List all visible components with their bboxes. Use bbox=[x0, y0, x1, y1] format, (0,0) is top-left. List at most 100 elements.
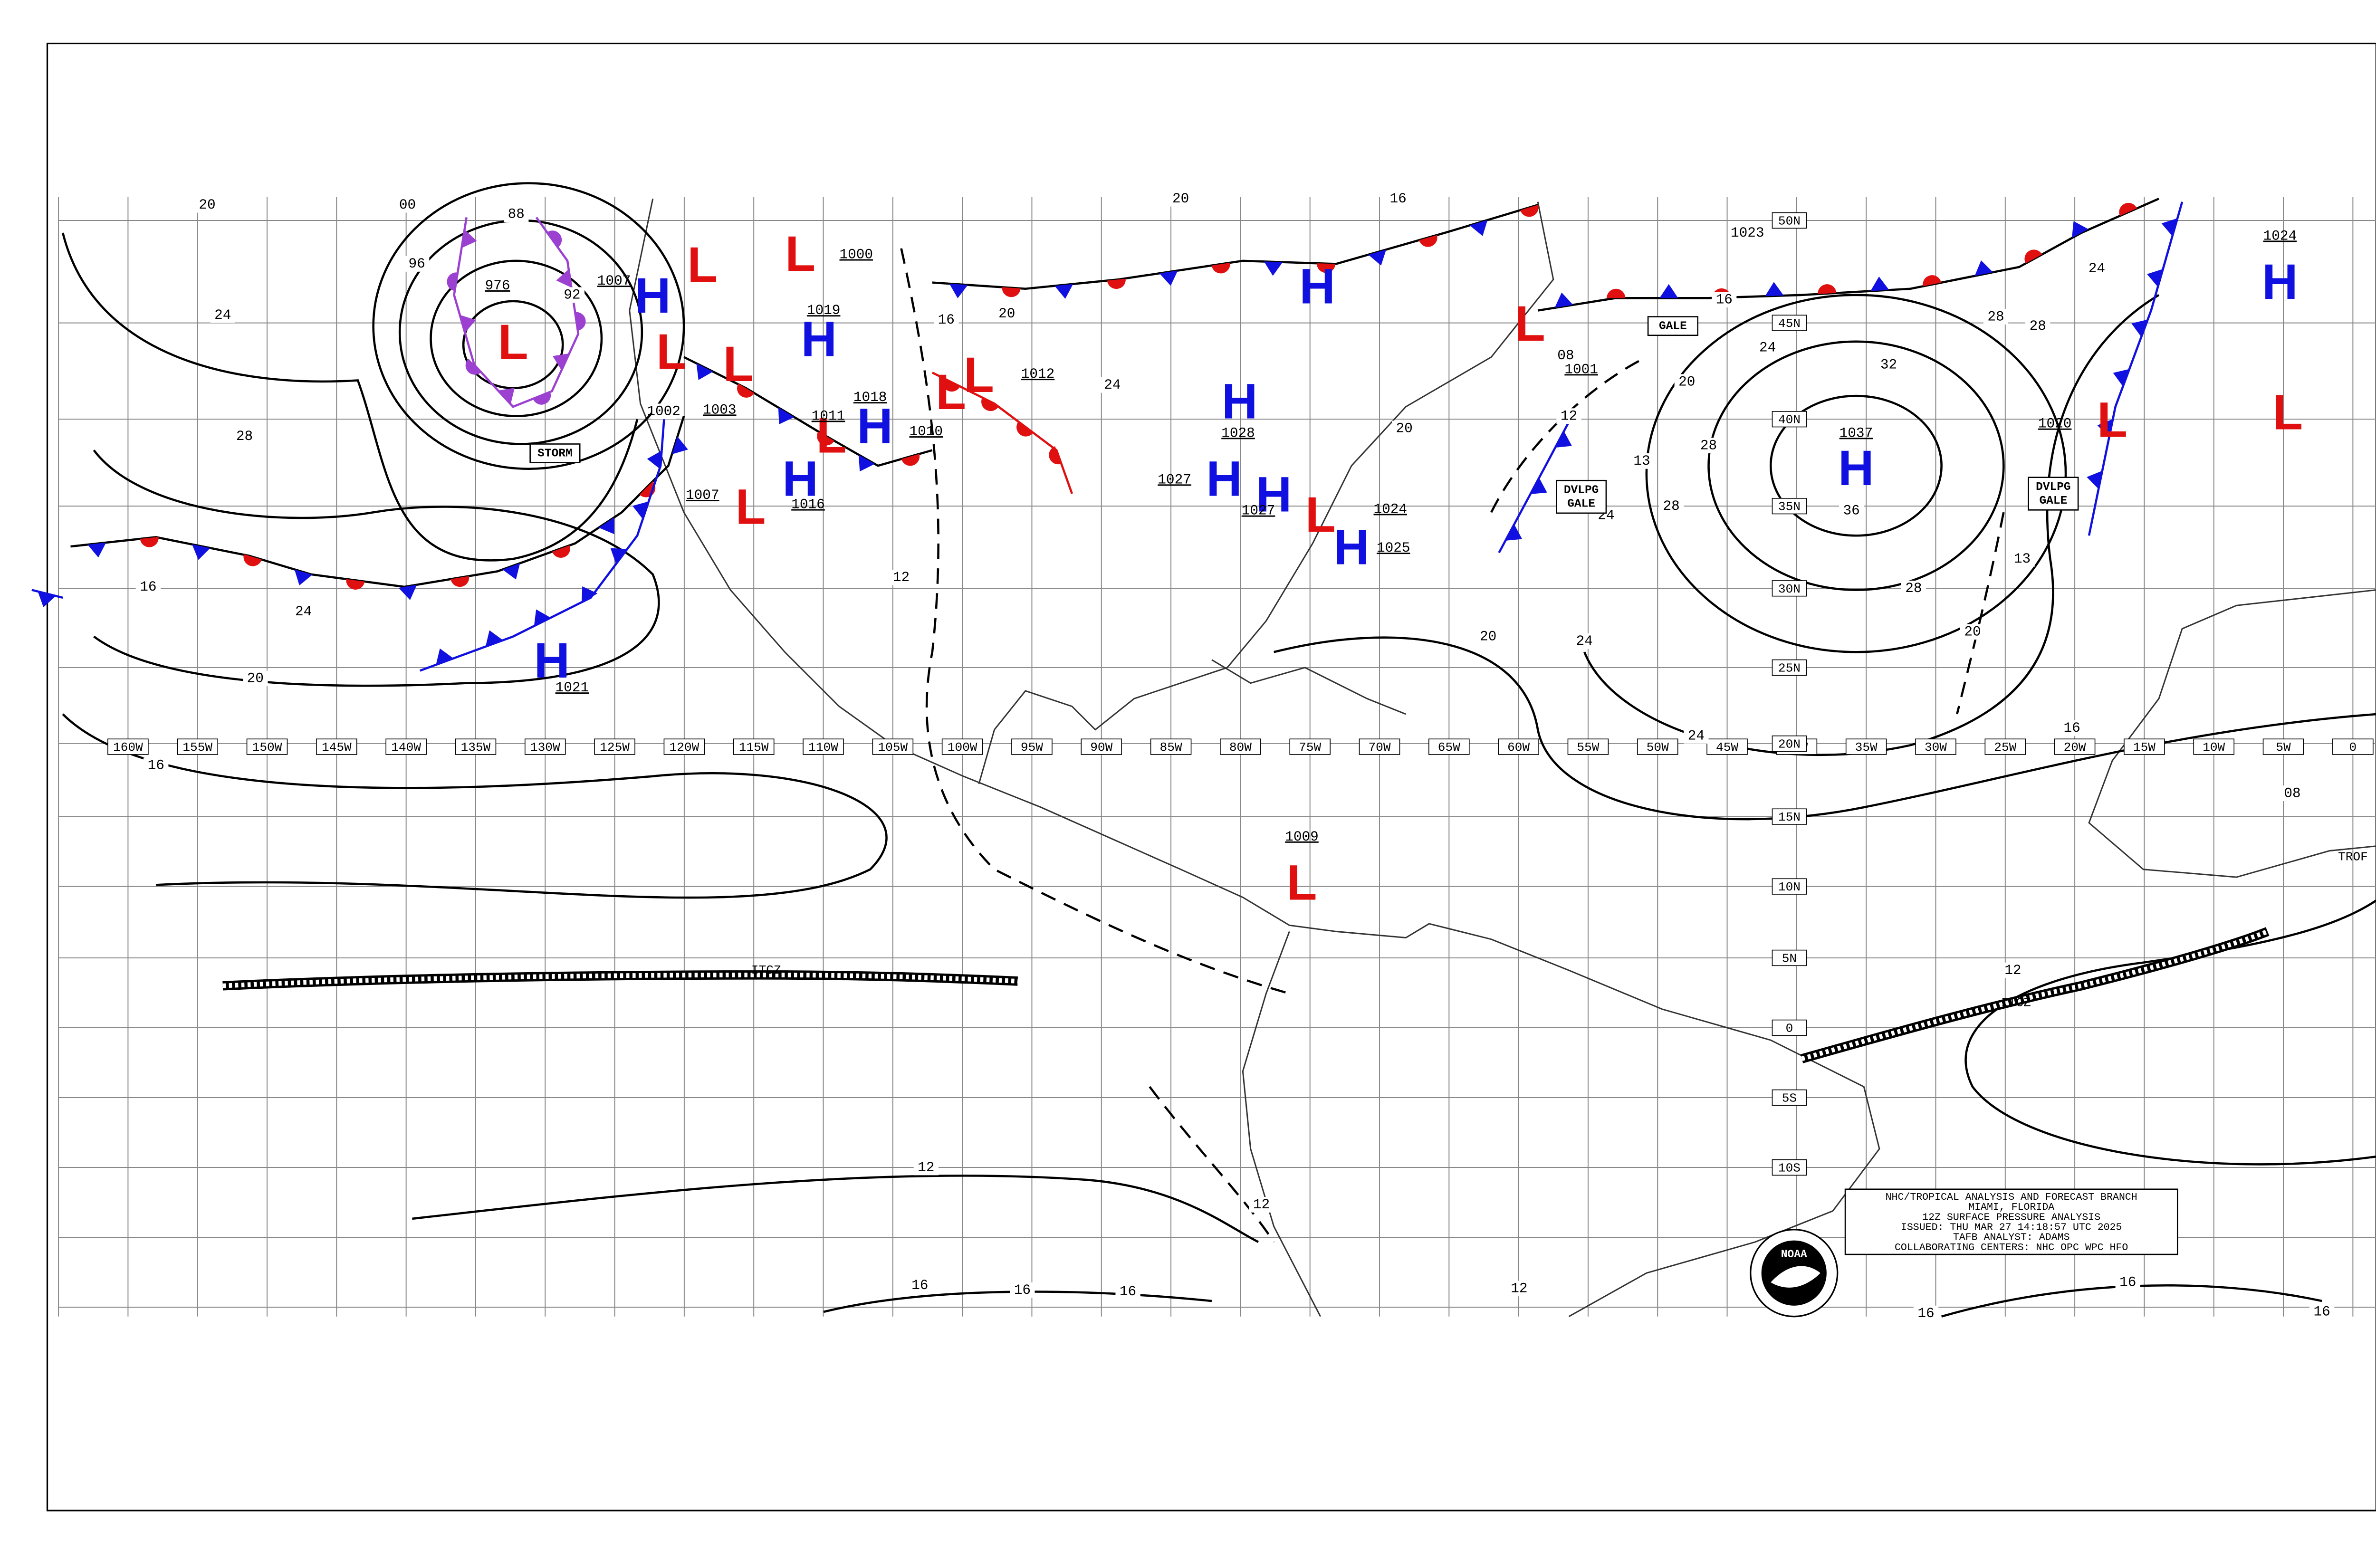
cold-front-pip bbox=[1159, 270, 1178, 286]
lon-label: 80W bbox=[1229, 740, 1252, 755]
cold-front-pip bbox=[461, 229, 477, 248]
isobar-label: 12 bbox=[918, 1160, 934, 1176]
isobar-label: 28 bbox=[2030, 318, 2046, 334]
central-pressure: 1019 bbox=[807, 303, 841, 318]
isobar-label: 32 bbox=[1880, 357, 1897, 373]
warm-front-pip bbox=[1002, 287, 1021, 297]
cold-front-pip bbox=[2131, 319, 2148, 337]
trough bbox=[1149, 1086, 1275, 1243]
isobar-label-bg bbox=[2059, 720, 2085, 736]
central-pressure: 1007 bbox=[686, 488, 719, 503]
cold-front-pip bbox=[2097, 419, 2113, 438]
lon-label-box bbox=[1915, 738, 1956, 755]
isobar-label: 08 bbox=[1557, 348, 1574, 363]
lon-label-box bbox=[1011, 738, 1053, 755]
warm-front-pip bbox=[552, 545, 570, 558]
lon-label-box bbox=[733, 738, 775, 755]
isobar-label-bg bbox=[1572, 633, 1597, 649]
lat-label-box bbox=[1772, 1019, 1807, 1036]
isobar-label: 16 bbox=[148, 758, 164, 774]
cold-front-pip bbox=[598, 517, 614, 535]
lat-label: 35N bbox=[1778, 500, 1801, 514]
central-pressure: 1024 bbox=[2263, 228, 2297, 244]
lon-label: 30W bbox=[1925, 740, 1947, 755]
coast bbox=[629, 198, 1430, 938]
cold-front-pip bbox=[1555, 431, 1572, 448]
cold-front-pip bbox=[671, 436, 688, 455]
isobar-label: 12 bbox=[2004, 963, 2021, 978]
central-pressure: 1020 bbox=[2038, 416, 2072, 432]
isobar-label: 20 bbox=[1480, 629, 1496, 644]
isobar bbox=[93, 449, 660, 687]
cold-front-pip bbox=[582, 586, 598, 603]
lon-label: 0 bbox=[2349, 740, 2357, 755]
isobar-label-bg bbox=[210, 307, 235, 323]
isobar-label: 28 bbox=[236, 429, 253, 444]
lat-label: 50N bbox=[1778, 214, 1801, 229]
lon-label-box bbox=[1428, 738, 1470, 755]
warning-label: GALE bbox=[2039, 495, 2067, 507]
lon-label-box bbox=[1637, 738, 1678, 755]
isobar-label-bg bbox=[934, 312, 959, 328]
isobar-label-bg bbox=[1385, 191, 1411, 207]
isobar-label-bg bbox=[651, 403, 676, 420]
cold-front-pip bbox=[632, 501, 649, 519]
logo-gull bbox=[1771, 1266, 1820, 1288]
isobar-label-bg bbox=[1839, 503, 1864, 519]
noaa-logo: NOAA bbox=[1750, 1229, 1839, 1318]
cold-front-pip bbox=[610, 548, 627, 564]
lon-label: 70W bbox=[1368, 740, 1390, 755]
central-pressure: 1028 bbox=[1221, 425, 1255, 441]
isobar-label: 20 bbox=[1172, 191, 1189, 207]
isobar-label: 16 bbox=[2063, 720, 2080, 736]
map-labels: 160W 155W 150W 145W 140W 135W 130W 125W 120W 115W… bbox=[107, 191, 2374, 1321]
isobar-label: 28 bbox=[1700, 438, 1717, 453]
isobar-label-bg bbox=[1674, 374, 1699, 390]
isobar-label-bg bbox=[1100, 377, 1125, 393]
warning-label: GALE bbox=[1567, 498, 1595, 511]
cold-front-pip bbox=[294, 569, 313, 586]
cold-front-pip bbox=[2161, 218, 2178, 237]
lon-label: 25W bbox=[1994, 740, 2016, 755]
pressure-center: H bbox=[782, 451, 818, 507]
info-line: ISSUED: THU MAR 27 14:18:57 UTC 2025 bbox=[1901, 1222, 2122, 1233]
lon-label: 95W bbox=[1021, 740, 1043, 755]
lon-label: 125W bbox=[600, 740, 630, 755]
lon-label: 130W bbox=[530, 740, 560, 755]
isobar-label-bg bbox=[1755, 340, 1780, 356]
isobar-label: 13 bbox=[1633, 453, 1650, 469]
lat-label-box bbox=[1772, 659, 1807, 676]
info-line: COLLABORATING CENTERS: NHC OPC WPC HFO bbox=[1895, 1242, 2128, 1253]
isobar-label: 36 bbox=[1843, 503, 1859, 519]
warm-front-pip bbox=[447, 272, 458, 291]
isobar bbox=[61, 232, 639, 562]
trough bbox=[1956, 512, 2005, 715]
isobar-label: 20 bbox=[1678, 374, 1695, 390]
lon-label: 50W bbox=[1647, 740, 1669, 755]
lon-label-box bbox=[872, 738, 914, 755]
isobar-label-bg bbox=[395, 197, 420, 213]
isobar-label: 24 bbox=[1576, 633, 1593, 649]
pressure-center: H bbox=[1838, 440, 1874, 496]
isobar-label: 16 bbox=[938, 312, 955, 328]
warm-front-pip bbox=[243, 554, 262, 566]
lat-label: 10N bbox=[1778, 880, 1801, 894]
lat-label-box bbox=[1772, 1159, 1807, 1176]
itcz-hatch bbox=[222, 972, 1018, 988]
isobar-label-bg bbox=[1506, 1281, 1532, 1297]
warning-box bbox=[529, 443, 581, 463]
lat-label: 20N bbox=[1778, 737, 1801, 752]
cold-front-pip bbox=[1264, 261, 1283, 276]
central-pressure: 976 bbox=[485, 278, 510, 294]
cold-front-pip bbox=[87, 542, 106, 558]
isobar-label: 20 bbox=[1964, 624, 1981, 640]
itcz bbox=[222, 927, 2270, 1063]
pressure-center: L bbox=[964, 347, 994, 403]
warm-front-pip bbox=[1016, 421, 1034, 437]
warning-label: DVLPG bbox=[1564, 484, 1599, 497]
warning-label: STORM bbox=[537, 448, 573, 460]
lat-label: 45N bbox=[1778, 316, 1801, 331]
isobar-label-bg bbox=[194, 197, 220, 213]
